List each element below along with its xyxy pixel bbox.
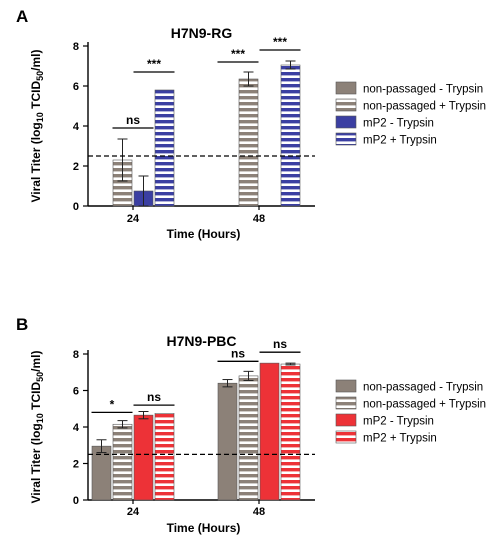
y-tick-label: 4 [73, 422, 80, 434]
y-tick-label: 8 [73, 349, 79, 361]
bar [280, 363, 301, 501]
panel-label: B [16, 315, 28, 334]
y-tick-label: 0 [73, 201, 79, 213]
x-axis-label: Time (Hours) [167, 521, 241, 535]
legend: non-passaged - Trypsin non-passaged + Try… [335, 379, 486, 445]
significance-label: ns [126, 113, 140, 127]
x-tick-label: 24 [127, 213, 140, 225]
legend-swatch [335, 81, 357, 95]
bar [280, 64, 301, 207]
legend-label: mP2 - Trypsin [363, 416, 434, 428]
legend-swatch [335, 396, 357, 410]
bar [238, 78, 259, 207]
bar [238, 375, 259, 501]
significance-label: * [110, 397, 115, 411]
legend-swatch [335, 132, 357, 146]
y-tick-label: 6 [73, 386, 79, 398]
legend-label: mP2 - Trypsin [363, 118, 434, 130]
y-axis-label: Viral Titer (log10​ TCID50​/ml) [29, 50, 45, 203]
y-tick-label: 4 [73, 121, 80, 133]
y-tick-label: 6 [73, 81, 79, 93]
legend-swatch [335, 413, 357, 427]
legend-swatch [335, 115, 357, 129]
bar [112, 423, 133, 501]
x-tick-label: 48 [253, 506, 265, 518]
significance-label: *** [147, 57, 161, 71]
legend-label: non-passaged - Trypsin [363, 382, 483, 394]
x-axis-label: Time (Hours) [167, 227, 241, 241]
y-tick-label: 2 [73, 161, 79, 173]
y-tick-label: 0 [73, 495, 79, 507]
y-tick-label: 2 [73, 459, 79, 471]
legend-label: non-passaged - Trypsin [363, 84, 483, 96]
x-tick-label: 48 [253, 213, 265, 225]
bar [217, 382, 238, 501]
bar [154, 413, 175, 501]
legend-swatch [335, 98, 357, 112]
significance-label: ns [147, 390, 161, 404]
legend-label: non-passaged + Trypsin [363, 399, 486, 411]
panel-label: A [16, 7, 28, 26]
x-tick-label: 24 [127, 506, 140, 518]
significance-label: ns [273, 337, 287, 351]
chart-title: H7N9-RG [171, 25, 233, 41]
chart-title: H7N9-PBC [166, 333, 236, 349]
bar [154, 89, 175, 207]
bar [259, 362, 280, 501]
y-axis-label: Viral Titer (log10​ TCID50​/ml) [29, 351, 45, 504]
legend-swatch [335, 430, 357, 444]
y-tick-label: 8 [73, 41, 79, 53]
bar [133, 414, 154, 501]
legend-swatch [335, 379, 357, 393]
significance-label: ns [231, 346, 245, 360]
significance-label: *** [231, 47, 245, 61]
legend-label: mP2 + Trypsin [363, 433, 437, 445]
legend-label: mP2 + Trypsin [363, 135, 437, 147]
legend-label: non-passaged + Trypsin [363, 101, 486, 113]
significance-label: *** [273, 35, 287, 49]
legend: non-passaged - Trypsin non-passaged + Try… [335, 81, 486, 147]
